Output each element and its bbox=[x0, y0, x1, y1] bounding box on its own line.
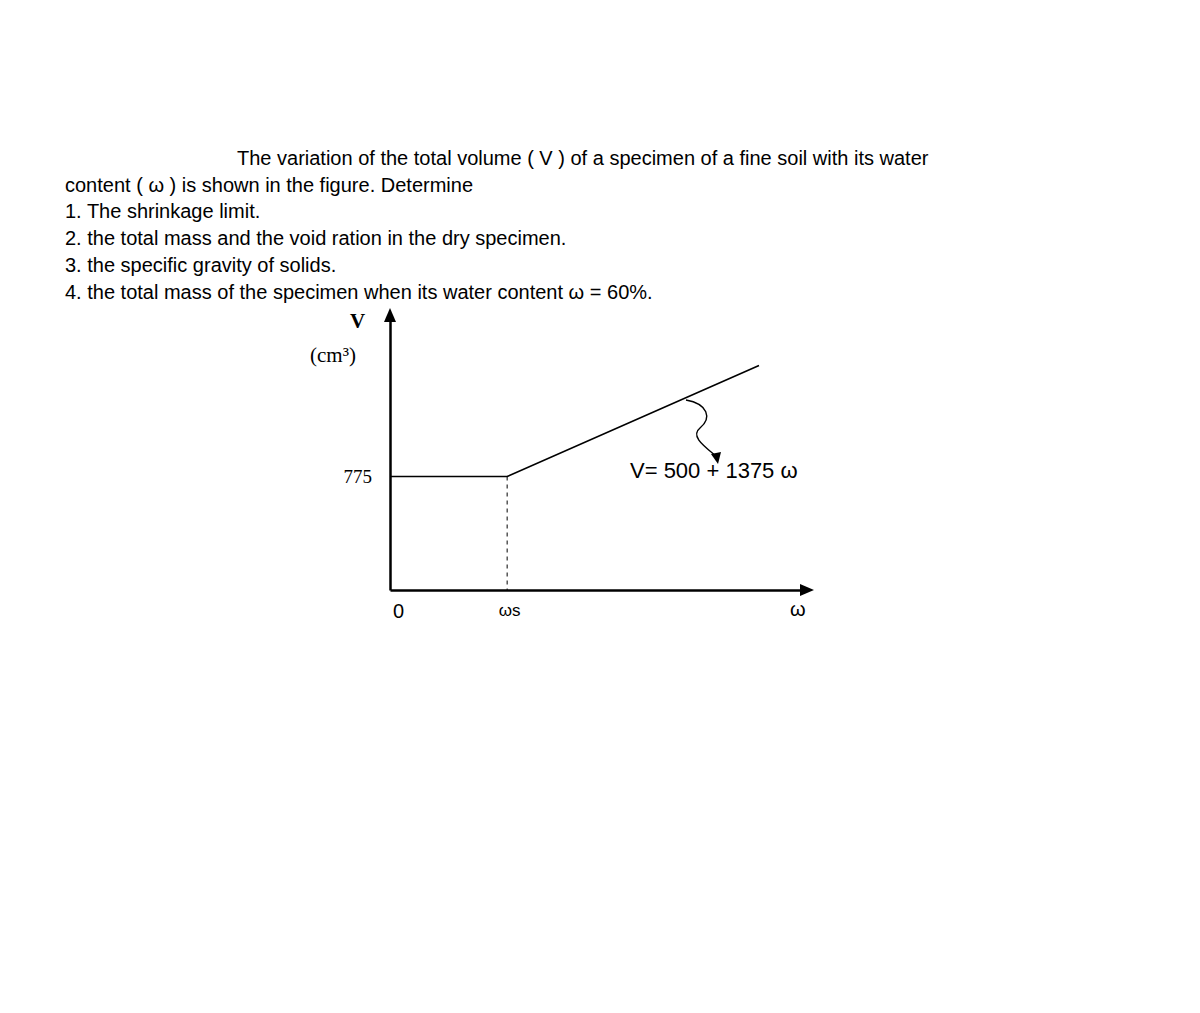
question-item: 3. the specific gravity of solids. bbox=[65, 254, 336, 276]
x-axis-arrow bbox=[800, 584, 814, 596]
x-tick-label: ωs bbox=[499, 601, 521, 620]
y-axis-unit: (cm³) bbox=[310, 343, 356, 367]
intro-line: content ( ω ) is shown in the figure. De… bbox=[65, 174, 473, 196]
page: The variation of the total volume ( V ) … bbox=[0, 0, 1200, 1013]
y-axis-title: V bbox=[350, 309, 365, 333]
question-item: 4. the total mass of the specimen when i… bbox=[65, 281, 653, 303]
y-axis-arrow bbox=[384, 308, 396, 322]
x-tick: ωs bbox=[499, 590, 521, 620]
annotation-pointer bbox=[686, 400, 716, 456]
annotation: V= 500 + 1375 ω bbox=[630, 458, 798, 483]
annotation-arrowhead bbox=[711, 452, 721, 464]
intro-line: The variation of the total volume ( V ) … bbox=[237, 147, 929, 169]
y-tick-label: 775 bbox=[344, 466, 373, 487]
question-item: 2. the total mass and the void ration in… bbox=[65, 227, 566, 249]
x-axis: 0 ωs bbox=[391, 590, 801, 622]
guides bbox=[507, 477, 508, 590]
question-item: 1. The shrinkage limit. bbox=[65, 200, 260, 222]
y-axis-line bbox=[389, 319, 392, 591]
tick-guide bbox=[507, 477, 508, 590]
x-axis-line bbox=[391, 589, 801, 592]
x-tick-label: 0 bbox=[393, 600, 404, 622]
x-axis-title: ω bbox=[790, 598, 806, 620]
x-tick: 0 bbox=[391, 590, 405, 622]
y-tick: 775 bbox=[344, 466, 391, 487]
